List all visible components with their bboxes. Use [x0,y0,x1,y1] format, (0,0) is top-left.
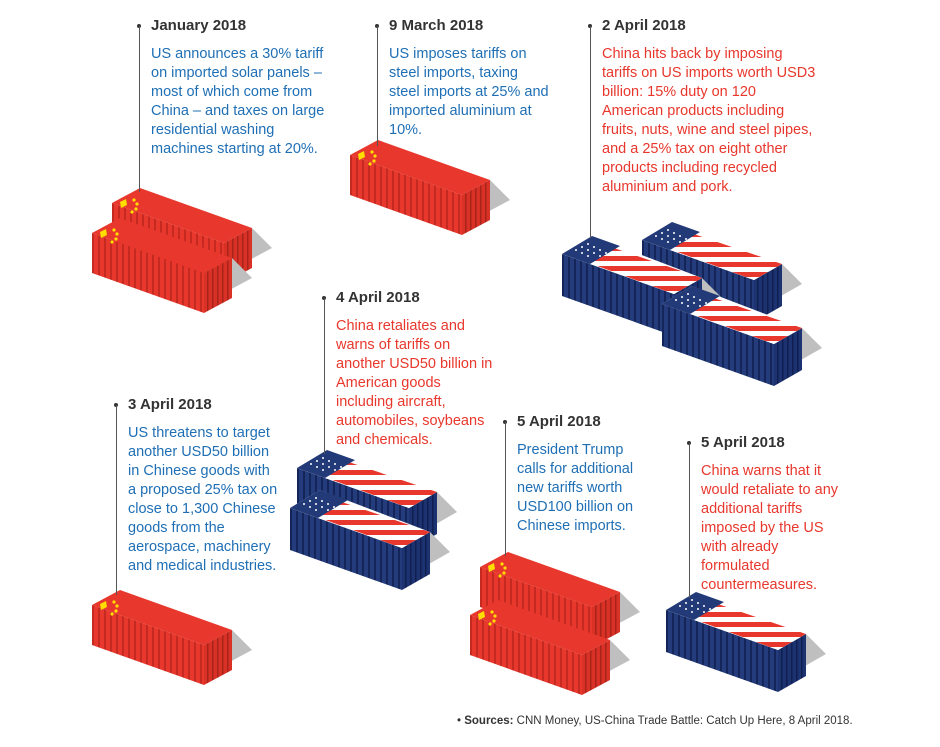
event-description: US threatens to target another USD50 bil… [128,425,278,574]
event-leader-line [139,26,140,192]
event-date: 5 April 2018 [701,434,785,451]
event-description: US announces a 30% tariff on imported so… [151,46,325,157]
event-leader-line [505,422,506,556]
event-leader-line [324,298,325,454]
event-leader-line [116,405,117,595]
event-date: 5 April 2018 [517,413,601,430]
event-leader-line [689,443,690,598]
event-leader-line [377,26,378,146]
event-date: 2 April 2018 [602,17,686,34]
sources-text: CNN Money, US-China Trade Battle: Catch … [516,715,853,727]
sources-bullet: • [457,715,465,727]
event-description: China retaliates and warns of tariffs on… [336,318,493,448]
event-description: China hits back by imposing tariffs on U… [602,46,816,195]
event-date: 4 April 2018 [336,289,420,306]
event-date: 9 March 2018 [389,17,484,34]
event-description: China warns that it would retaliate to a… [701,463,839,593]
sources-label: Sources: [464,715,514,727]
china-container [350,140,510,235]
event-date: 3 April 2018 [128,396,212,413]
event-date: January 2018 [151,17,247,34]
event-leader-line [590,26,591,238]
event-description: US imposes tariffs on steel imports, tax… [389,46,549,138]
china-container [92,590,252,685]
sources-note: • Sources: CNN Money, US-China Trade Bat… [457,715,853,727]
event-description: President Trump calls for additional new… [517,442,634,534]
us-container [666,592,826,692]
